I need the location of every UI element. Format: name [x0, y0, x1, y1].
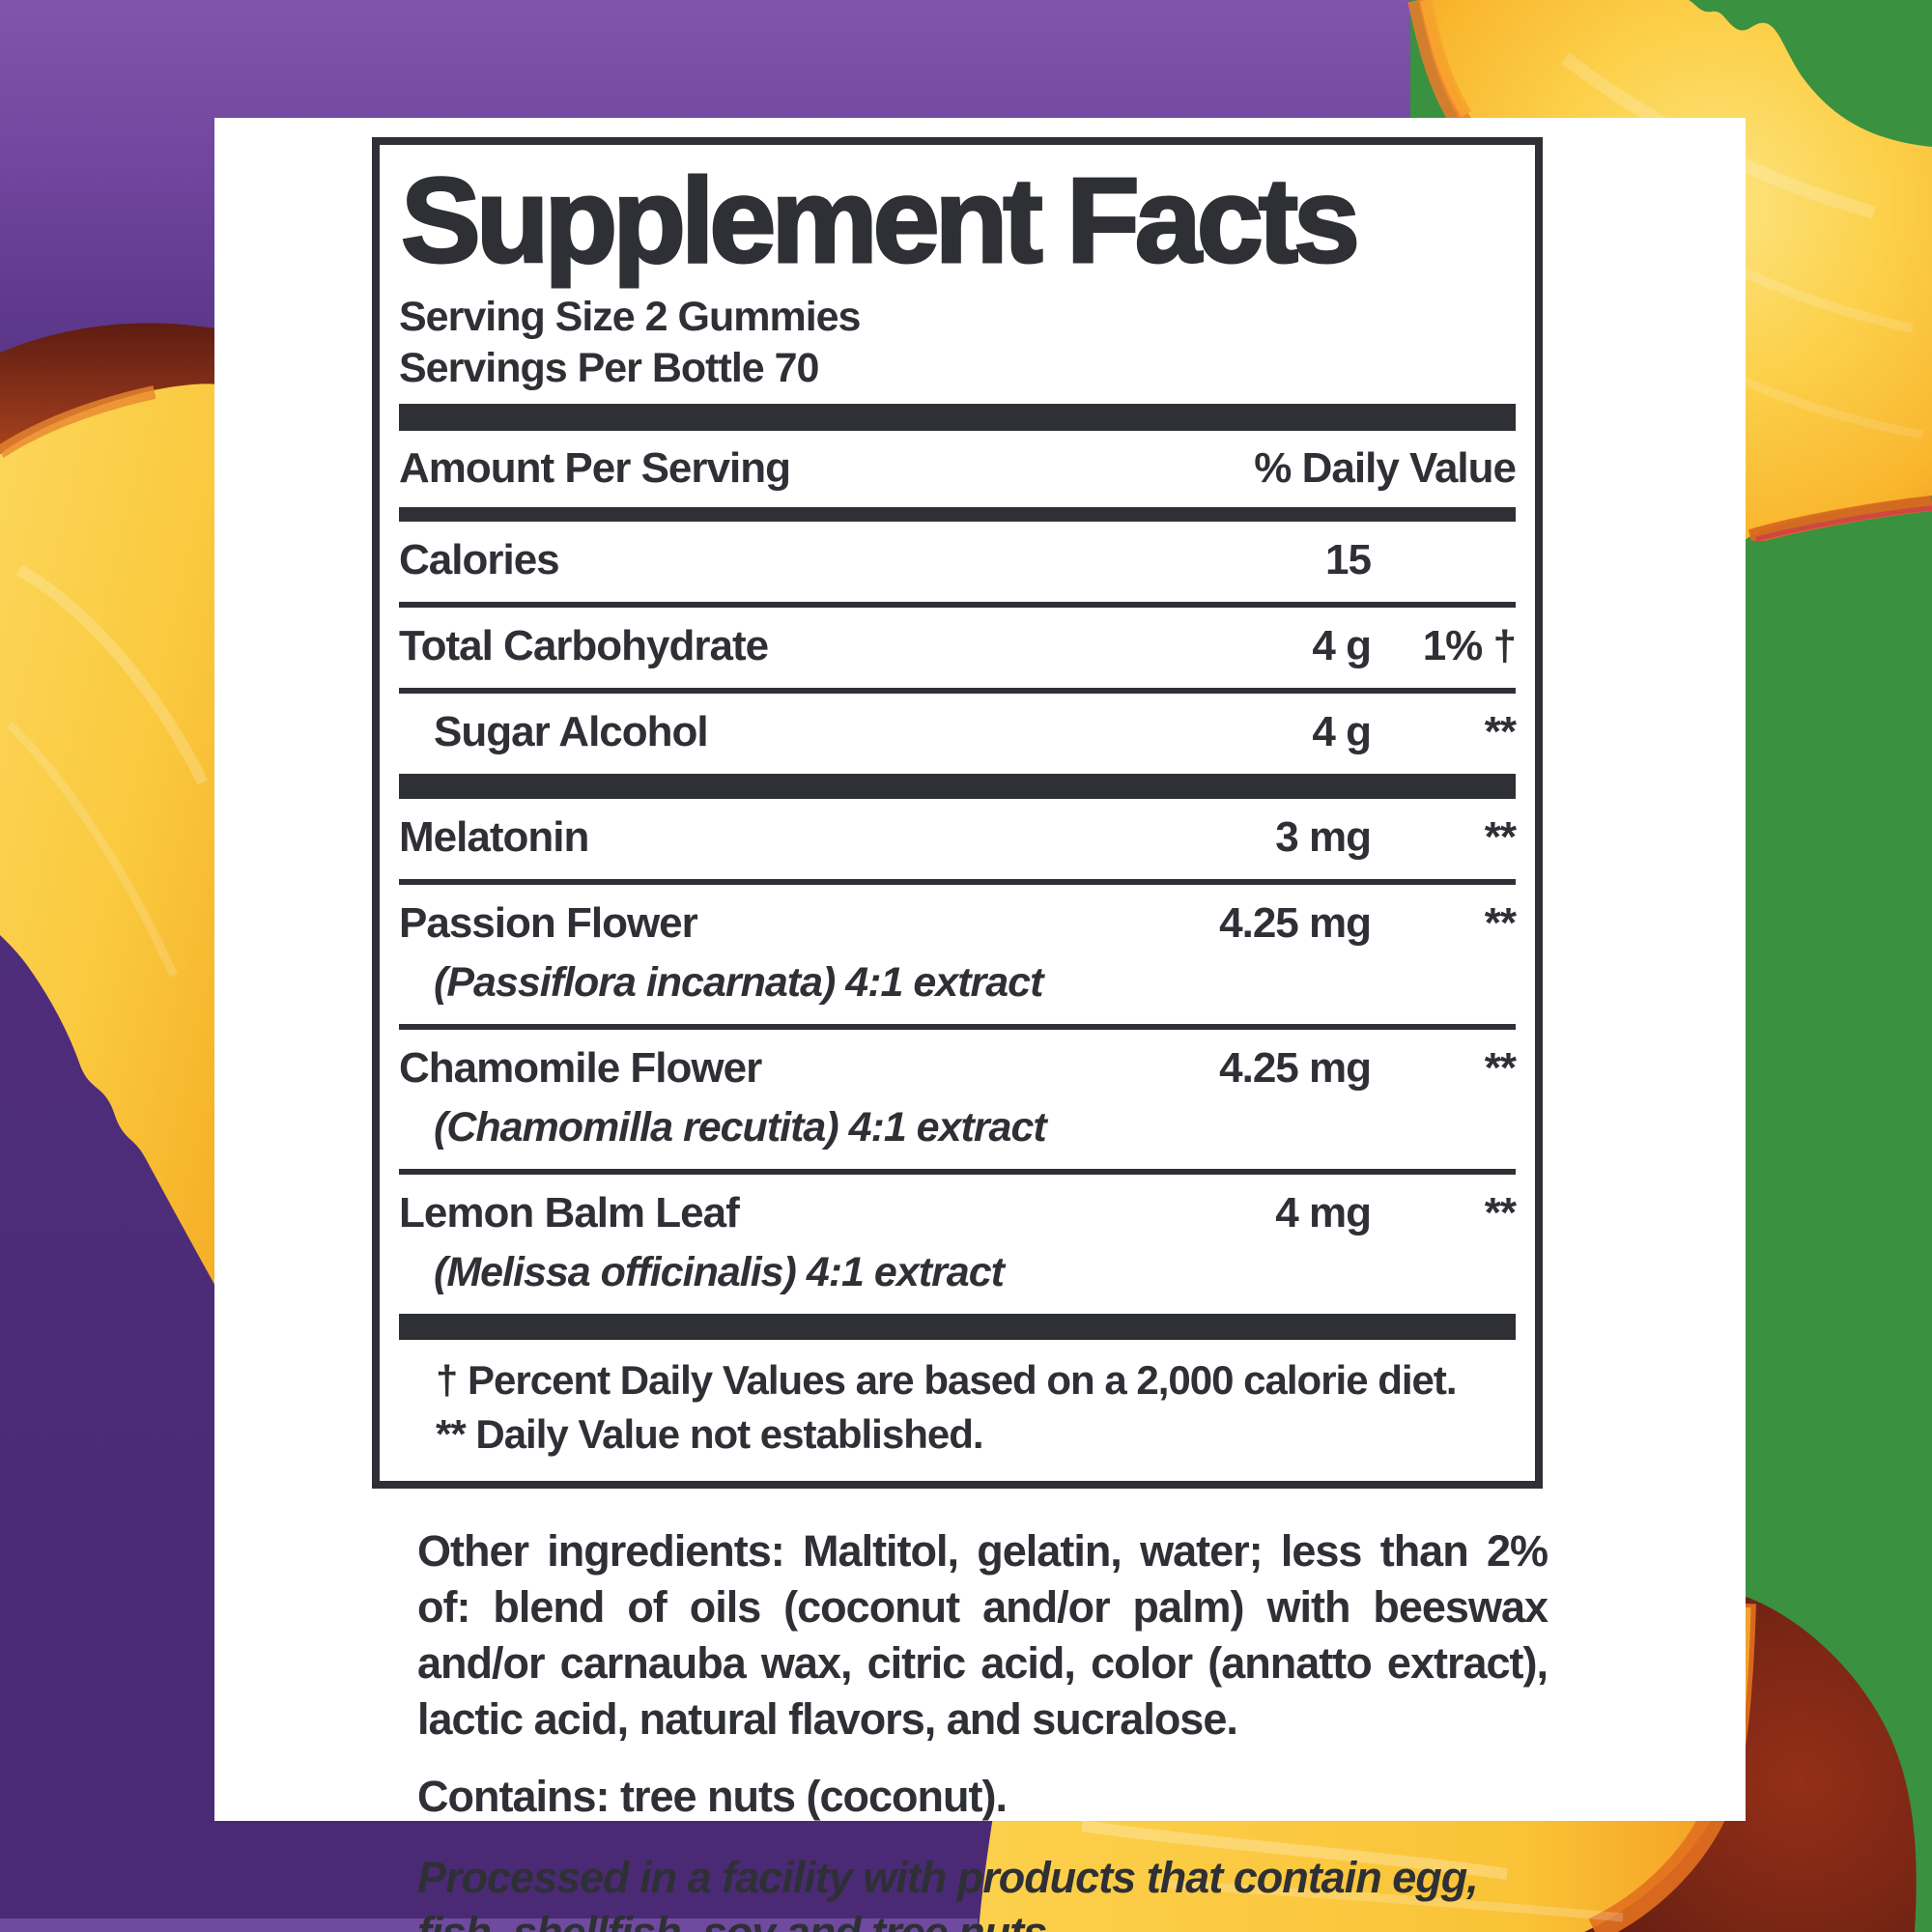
nutrient-dv: **: [1484, 1044, 1517, 1093]
nutrient-amount: 4.25 mg: [1219, 1044, 1372, 1093]
nutrient-amount: 15: [1325, 536, 1372, 584]
daily-value-header: % Daily Value: [1254, 444, 1517, 493]
thick-divider: [399, 404, 1516, 432]
nutrient-dv: **: [1484, 813, 1517, 862]
contains-allergen-line: Contains: tree nuts (coconut).: [417, 1772, 1008, 1822]
peach-slice-left-image: [0, 323, 217, 1291]
nutrient-amount: 4 mg: [1275, 1189, 1372, 1237]
nutrient-amount: 4 g: [1312, 708, 1372, 756]
nutrient-amount: 3 mg: [1275, 813, 1372, 862]
serving-size-line: Serving Size 2 Gummies: [399, 294, 861, 341]
supplement-facts-title: Supplement Facts: [400, 155, 1362, 288]
botanical-name: (Passiflora incarnata) 4:1 extract: [434, 959, 1043, 1007]
footnotes: † Percent Daily Values are based on a 2,…: [399, 1340, 1516, 1481]
nutrient-name: Sugar Alcohol: [434, 708, 709, 756]
nutrient-name: Passion Flower: [399, 899, 698, 948]
daily-value-footnote: † Percent Daily Values are based on a 2,…: [436, 1357, 1458, 1404]
nutrient-name: Chamomile Flower: [399, 1044, 762, 1093]
thick-divider: [399, 1314, 1516, 1341]
table-row: Passion Flower 4.25 mg ** (Passiflora in…: [399, 879, 1517, 1024]
nutrient-name: Total Carbohydrate: [399, 622, 769, 670]
nutrient-dv: **: [1484, 708, 1517, 756]
table-header-row: Amount Per Serving % Daily Value: [399, 431, 1517, 507]
nutrient-amount: 4 g: [1312, 622, 1372, 670]
not-established-footnote: ** Daily Value not established.: [436, 1411, 984, 1458]
nutrient-name: Calories: [399, 536, 560, 584]
table-row: Lemon Balm Leaf 4 mg ** (Melissa officin…: [399, 1169, 1517, 1314]
nutrient-amount: 4.25 mg: [1219, 899, 1372, 948]
nutrient-dv: **: [1484, 899, 1517, 948]
supplement-facts-box: Supplement Facts Serving Size 2 Gummies …: [372, 137, 1543, 1490]
nutrient-name: Melatonin: [399, 813, 589, 862]
nutrient-dv: **: [1484, 1189, 1517, 1237]
label-panel: Supplement Facts Serving Size 2 Gummies …: [214, 118, 1746, 1932]
medium-divider: [399, 507, 1516, 523]
amount-per-serving-header: Amount Per Serving: [399, 444, 791, 493]
table-row: Sugar Alcohol 4 g **: [399, 688, 1517, 774]
table-row: Calories 15: [399, 522, 1516, 602]
table-row: Chamomile Flower 4.25 mg ** (Chamomilla …: [399, 1024, 1517, 1169]
servings-per-bottle-line: Servings Per Bottle 70: [399, 345, 819, 392]
botanical-name: (Chamomilla recutita) 4:1 extract: [434, 1104, 1047, 1151]
nutrient-name: Lemon Balm Leaf: [399, 1189, 740, 1237]
thick-divider: [399, 774, 1516, 800]
nutrient-dv: 1% †: [1422, 622, 1517, 670]
bottom-purple-strip: [0, 1918, 978, 1932]
table-row: Melatonin 3 mg **: [399, 799, 1517, 879]
peach-slice-bottom-image: [979, 1596, 1917, 1932]
table-row: Total Carbohydrate 4 g 1% †: [399, 602, 1517, 688]
botanical-name: (Melissa officinalis) 4:1 extract: [434, 1249, 1005, 1296]
other-ingredients-paragraph: Other ingredients: Maltitol, gelatin, wa…: [417, 1526, 1548, 1745]
facility-allergen-note: Processed in a facility with products th…: [417, 1853, 1479, 1932]
